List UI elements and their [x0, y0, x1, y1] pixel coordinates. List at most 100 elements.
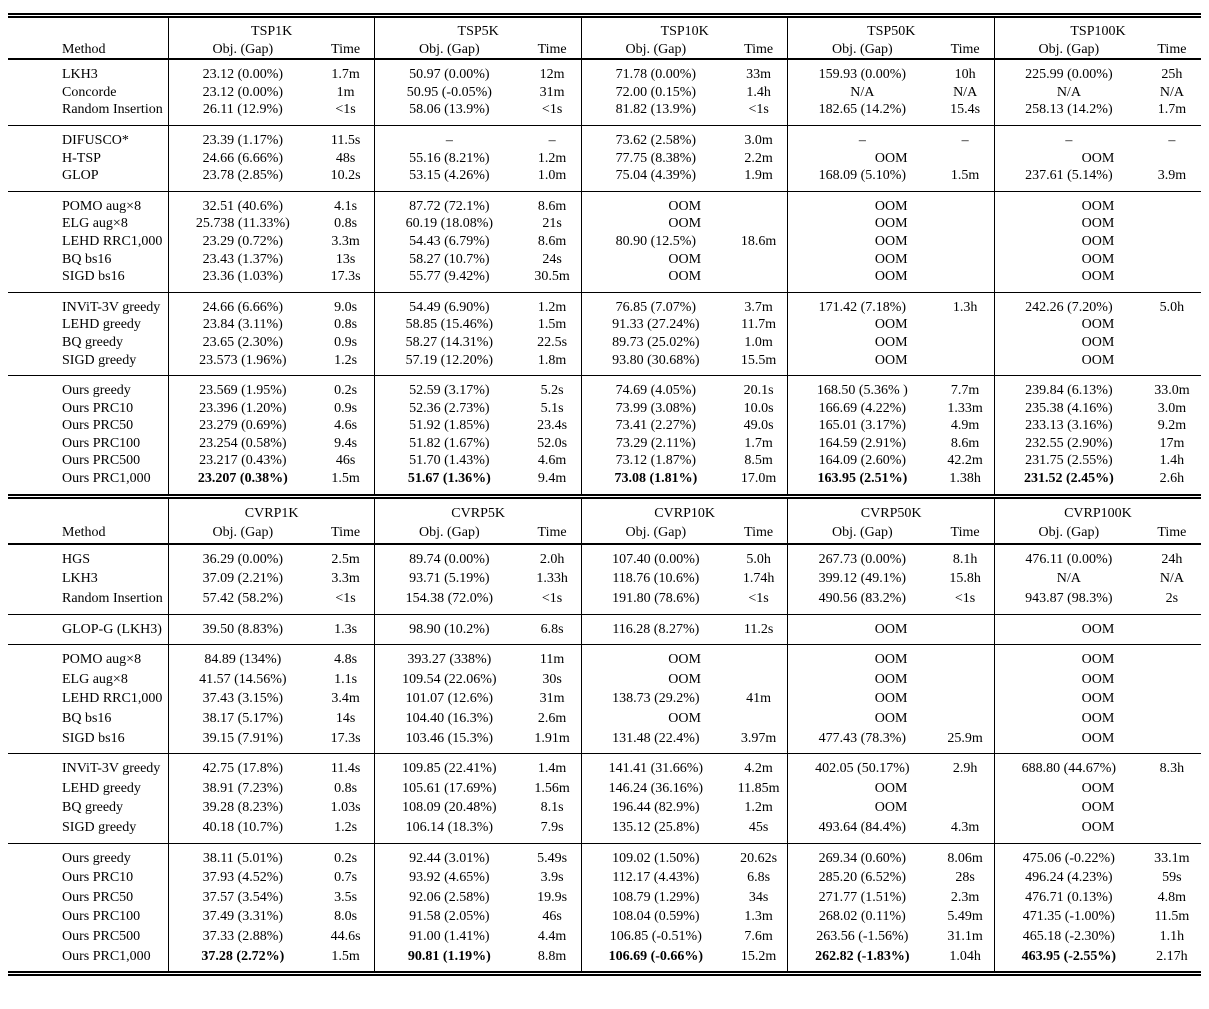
table-row: DIFUSCO* 23.39 (1.17%) 11.5s – –73.62 (2.58%…: [8, 124, 1201, 150]
oom-cell: OOM: [787, 669, 995, 690]
oom-cell: OOM: [993, 190, 1201, 216]
table-row: LKH3 23.12 (0.00%) 1.7m 50.97 (0.00%) 12m 71.…: [8, 58, 1201, 84]
obj-gap-cell: 57.42 (58.2%): [167, 589, 317, 615]
obj-gap-cell: 92.06 (2.58%): [374, 887, 524, 908]
time-cell: 6.8s: [523, 613, 582, 645]
time-cell: 1.33m: [947, 400, 983, 416]
col-header-obj-gap: Obj. (Gap): [374, 523, 524, 544]
obj-gap-cell: 89.73 (25.02%): [580, 333, 730, 352]
time-cell: 0.2s: [316, 842, 375, 869]
obj-gap-cell: 57.19 (12.20%): [374, 351, 524, 376]
col-header-method: Method: [62, 41, 106, 57]
oom-cell: OOM: [993, 232, 1201, 251]
method-cell: Ours PRC50: [62, 418, 134, 434]
time-cell: 1.4m: [523, 753, 582, 779]
time-cell: 3.97m: [740, 730, 777, 746]
obj-gap-cell: 164.09 (2.60%): [787, 452, 937, 471]
obj-gap-cell: 54.43 (6.79%): [374, 232, 524, 251]
obj-gap-cell: 77.75 (8.38%): [580, 149, 730, 168]
table-row: Ours PRC1,000 37.28 (2.72%) 1.5m 90.81 (1.1…: [8, 946, 1201, 974]
time-cell: 45s: [748, 819, 769, 835]
obj-gap-cell: 52.59 (3.17%): [374, 375, 524, 400]
time-cell: 4.3m: [950, 819, 980, 835]
table-row: HGS 36.29 (0.00%) 2.5m 89.74 (0.00%) 2.0h 107…: [8, 543, 1201, 570]
time-cell: 15.8h: [949, 571, 981, 587]
tsp-results-table: TSP1K TSP5K TSP10K TSP50K TSP100K Method Obj. …: [8, 13, 1201, 499]
oom-cell: OOM: [993, 669, 1201, 690]
table-section: HGS 36.29 (0.00%) 2.5m 89.74 (0.00%) 2.0h 107…: [8, 543, 1201, 615]
oom-cell: OOM: [580, 644, 788, 670]
oom-cell: OOM: [580, 215, 788, 233]
table-row: LEHD RRC1,000 37.43 (3.15%) 3.4m 101.07 (12…: [8, 689, 1201, 709]
table-row: LEHD greedy 38.91 (7.23%) 0.8s 105.61 (17.6…: [8, 778, 1201, 799]
table-row: POMO aug×8 84.89 (134%) 4.8s 393.27 (338%) 1…: [8, 644, 1201, 670]
time-cell: 28s: [955, 870, 975, 886]
time-cell: 24h: [1142, 543, 1201, 570]
obj-gap-cell: 23.12 (0.00%): [167, 83, 317, 102]
obj-gap-cell: 92.44 (3.01%): [374, 842, 524, 869]
table-section: INViT-3V greedy 42.75 (17.8%) 11.4s 109.85 …: [8, 753, 1201, 844]
time-cell: 5.1s: [540, 400, 564, 416]
obj-gap-cell: 285.20 (6.52%): [787, 868, 937, 888]
method-cell: ELG aug×8: [62, 216, 128, 232]
obj-gap-cell: 109.54 (22.06%): [374, 669, 524, 690]
method-cell: Ours PRC100: [62, 909, 141, 925]
column-header-row: Method Obj. (Gap) Time Obj. (Gap) Time Obj. (…: [8, 40, 1201, 60]
time-cell: 59s: [1162, 870, 1182, 886]
obj-gap-cell: 36.29 (0.00%): [167, 543, 317, 570]
method-cell: LEHD RRC1,000: [62, 691, 163, 707]
obj-gap-cell: 231.52 (2.45%): [993, 470, 1143, 497]
time-cell: 20.62s: [729, 842, 788, 869]
time-cell: 8.6m: [950, 435, 980, 451]
time-cell: 0.2s: [316, 375, 375, 400]
oom-cell: OOM: [993, 689, 1201, 709]
method-cell: GLOP: [62, 168, 99, 184]
obj-gap-cell: 493.64 (84.4%): [787, 817, 937, 844]
table-header: CVRP1K CVRP5K CVRP10K CVRP50K CVRP100K Method…: [8, 498, 1201, 544]
time-cell: 1.7m: [744, 435, 773, 451]
oom-cell: OOM: [787, 250, 995, 269]
oom-cell: OOM: [787, 689, 995, 709]
time-cell: 1.5m: [331, 471, 360, 487]
obj-gap-cell: 42.75 (17.8%): [167, 753, 317, 779]
time-cell: 1.5m: [537, 317, 567, 333]
time-cell: 0.8s: [334, 780, 358, 796]
oom-cell: OOM: [993, 351, 1201, 376]
paper-results-page: TSP1K TSP5K TSP10K TSP50K TSP100K Method Obj. …: [8, 13, 1201, 977]
obj-gap-cell: 73.29 (2.11%): [580, 434, 730, 453]
method-cell: Random Insertion: [62, 102, 163, 118]
obj-gap-cell: 23.84 (3.11%): [167, 316, 317, 334]
time-cell: 8.0s: [334, 909, 358, 925]
time-cell: 3.3m: [331, 233, 360, 249]
oom-cell: OOM: [993, 250, 1201, 269]
time-cell: 10h: [936, 58, 995, 84]
time-cell: 31m: [539, 84, 565, 100]
table-row: GLOP 23.78 (2.85%) 10.2s 53.15 (4.26%) 1.0m 7…: [8, 167, 1201, 192]
obj-gap-cell: 141.41 (31.66%): [580, 753, 730, 779]
table-row: Concorde 23.12 (0.00%) 1m 50.95 (-0.05%) 31m…: [8, 83, 1201, 102]
obj-gap-cell: 38.91 (7.23%): [167, 778, 317, 799]
table-row: ELG aug×8 41.57 (14.56%) 1.1s 109.54 (22.06…: [8, 669, 1201, 690]
obj-gap-cell: 477.43 (78.3%): [787, 728, 937, 754]
method-cell: LKH3: [62, 571, 98, 587]
obj-gap-cell: 23.29 (0.72%): [167, 232, 317, 251]
obj-gap-cell: 23.43 (1.37%): [167, 250, 317, 269]
method-cell: Random Insertion: [62, 591, 163, 607]
obj-gap-cell: 37.93 (4.52%): [167, 868, 317, 888]
oom-cell: OOM: [580, 190, 788, 216]
time-cell: 8.6m: [537, 233, 567, 249]
group-header-tsp5k: TSP5K: [374, 15, 582, 41]
obj-gap-cell: 101.07 (12.6%): [374, 689, 524, 709]
obj-gap-cell: 237.61 (5.14%): [993, 167, 1143, 192]
time-cell: 2s: [1165, 591, 1179, 607]
method-cell: Ours PRC500: [62, 453, 141, 469]
oom-cell: OOM: [787, 215, 995, 233]
time-cell: 1.74h: [742, 571, 775, 587]
obj-gap-cell: 471.35 (-1.00%): [993, 907, 1143, 927]
obj-gap-cell: 91.00 (1.41%): [374, 926, 524, 947]
table-section: DIFUSCO* 23.39 (1.17%) 11.5s – –73.62 (2.58%…: [8, 124, 1201, 192]
group-header-row: CVRP1K CVRP5K CVRP10K CVRP50K CVRP100K: [8, 498, 1201, 524]
time-cell: 46s: [335, 453, 356, 469]
time-cell: 1.8m: [537, 352, 567, 368]
time-cell: 33m: [729, 58, 788, 84]
